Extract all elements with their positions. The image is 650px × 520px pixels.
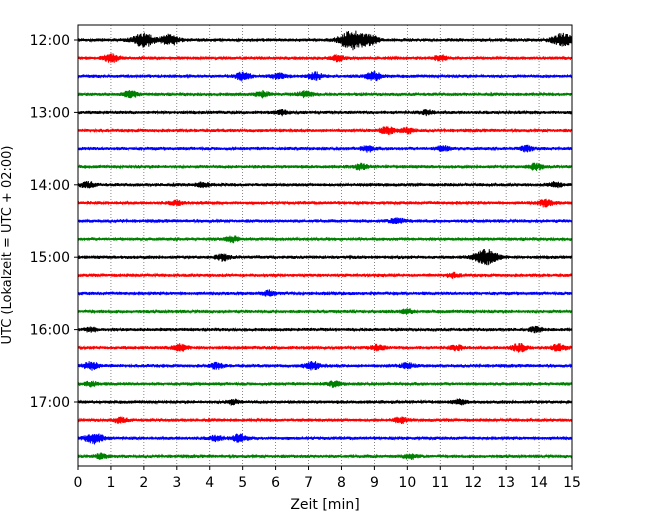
y-axis-label: UTC (Lokalzeit = UTC + 02:00) [0,146,15,345]
x-tick-label: 5 [238,475,247,491]
trace-row [77,452,573,460]
y-tick-label: 13:00 [30,105,70,121]
y-tick-label: 12:00 [30,33,70,49]
x-tick-label: 15 [563,475,581,491]
trace-row [77,108,573,117]
trace-row [77,30,573,51]
trace-row [77,360,573,371]
trace-row [77,198,573,208]
trace-row [77,249,573,266]
x-tick-label: 0 [74,475,83,491]
trace-row [77,342,573,353]
y-tick-label: 15:00 [30,250,70,266]
y-tick-label: 14:00 [30,178,70,194]
x-tick-label: 12 [464,475,482,491]
seismic-traces [77,30,573,460]
x-tick-label: 14 [530,475,548,491]
plot-frame [77,24,573,467]
trace-row [77,162,573,171]
trace-row [77,325,573,334]
x-axis-label: Zeit [min] [290,497,359,513]
x-tick-label: 4 [205,475,214,491]
trace-row [77,416,573,424]
trace-row [77,308,573,315]
trace-row [77,126,573,135]
x-tick-label: 13 [497,475,515,491]
x-tick-label: 8 [337,475,346,491]
trace-row [77,217,573,225]
x-axis-ticks: 0 1 2 3 4 5 6 7 8 9 10 11 12 13 14 15 [74,466,581,491]
trace-row [77,180,573,189]
trace-row [77,70,573,82]
y-tick-label: 16:00 [30,323,70,339]
x-tick-label: 7 [304,475,313,491]
x-tick-label: 3 [172,475,181,491]
x-tick-label: 1 [106,475,115,491]
x-tick-label: 9 [370,475,379,491]
x-tick-label: 6 [271,475,280,491]
trace-row [77,289,573,297]
trace-row [77,271,573,279]
trace-row [77,53,573,63]
y-tick-label: 17:00 [30,395,70,411]
x-tick-label: 11 [431,475,449,491]
trace-row [77,144,573,153]
trace-row [77,235,573,244]
trace-row [77,380,573,388]
x-tick-label: 10 [398,475,416,491]
y-axis-ticks: 12:00 13:00 14:00 15:00 16:00 17:00 [30,33,78,411]
trace-row [77,433,573,445]
trace-row [77,90,573,99]
x-tick-label: 2 [139,475,148,491]
trace-row [77,398,573,406]
